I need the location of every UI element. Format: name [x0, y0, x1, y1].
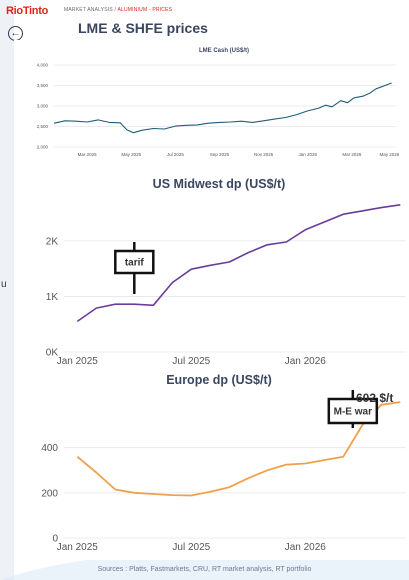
- y-tick-label: 400: [41, 443, 58, 454]
- back-button[interactable]: ←: [8, 26, 23, 41]
- y-tick-label: 2K: [46, 236, 59, 247]
- chart-title: LME Cash (US$/t): [199, 48, 249, 54]
- x-tick-label: Jul 2025: [167, 152, 185, 157]
- y-tick-label: 3,500: [37, 83, 49, 88]
- breadcrumb-current[interactable]: ALUMINIUM - PRICES: [117, 7, 173, 13]
- series-line: [76, 401, 401, 497]
- y-tick-label: 2,500: [37, 124, 49, 129]
- series-line: [53, 82, 392, 134]
- us-midwest-chart-panel: US Midwest dp (US$/t) 0K 1K 2K Jan 2025 Jul 2…: [14, 172, 409, 368]
- series-line: [76, 204, 401, 323]
- y-tick-label: 200: [41, 488, 58, 499]
- x-tick-label: Sep 2025: [210, 152, 230, 157]
- chart-title: US Midwest dp (US$/t): [153, 177, 286, 191]
- x-tick-label: May 2025: [121, 152, 141, 157]
- y-tick-label: 4,000: [37, 63, 49, 68]
- x-tick-label: May 2026: [379, 152, 399, 157]
- europe-chart-panel: Europe dp (US$/t) 0 200 400 Jan 2025 Jul 2025…: [14, 368, 409, 560]
- end-value-label: 602 $/t: [356, 391, 393, 405]
- sources-footer: Sources : Platts, Fastmarkets, CRU, RT m…: [97, 566, 312, 573]
- x-tick-label: Jul 2025: [172, 542, 210, 553]
- annotation-label: M-E war: [334, 407, 372, 418]
- y-tick-label: 1K: [46, 292, 59, 303]
- annotation-label: tarif: [125, 258, 145, 269]
- y-tick-label: 2,000: [37, 145, 49, 150]
- rio-tinto-logo: RioTinto: [6, 5, 48, 17]
- x-tick-label: Jan 2025: [57, 542, 99, 553]
- y-tick-label: 3,000: [37, 104, 49, 109]
- signpost-board: [114, 249, 155, 275]
- breadcrumb: MARKET ANALYSIS / ALUMINIUM - PRICES: [64, 7, 172, 13]
- page-title: LME & SHFE prices: [78, 20, 208, 36]
- sidebar-truncated-text: u: [1, 279, 7, 290]
- left-sidebar-strip: u: [0, 0, 14, 580]
- x-tick-label: Jul 2025: [172, 356, 210, 367]
- x-tick-label: Jan 2026: [285, 542, 327, 553]
- top-bar: RioTinto MARKET ANALYSIS / ALUMINIUM - P…: [6, 4, 406, 22]
- x-tick-label: Mar 2025: [78, 152, 98, 157]
- signpost-board: [327, 397, 379, 425]
- y-tick-label: 0: [52, 534, 58, 545]
- x-tick-label: Jan 2025: [57, 356, 99, 367]
- x-tick-label: Nov 2025: [254, 152, 274, 157]
- x-tick-label: Jan 2026: [285, 356, 327, 367]
- lme-chart-panel: LME Cash (US$/t) 2,000 2,500 3,000 3,500 4,00…: [14, 40, 409, 160]
- lme-cash-chart: LME Cash (US$/t) 2,000 2,500 3,000 3,500 4,00…: [37, 48, 400, 157]
- arrow-left-circle-icon: ←: [10, 27, 21, 39]
- x-tick-label: Jan 2026: [298, 152, 317, 157]
- europe-dp-chart: Europe dp (US$/t) 0 200 400 Jan 2025 Jul 2025…: [41, 373, 406, 553]
- breadcrumb-prefix: MARKET ANALYSIS /: [64, 7, 117, 13]
- x-tick-label: Mar 2026: [342, 152, 362, 157]
- y-tick-label: 0K: [46, 348, 59, 359]
- chart-title: Europe dp (US$/t): [166, 373, 272, 387]
- us-midwest-chart: US Midwest dp (US$/t) 0K 1K 2K Jan 2025 Jul 2…: [46, 177, 406, 367]
- annotation-signpost: tarif: [114, 242, 155, 294]
- annotation-signpost: M-E war: [327, 390, 379, 428]
